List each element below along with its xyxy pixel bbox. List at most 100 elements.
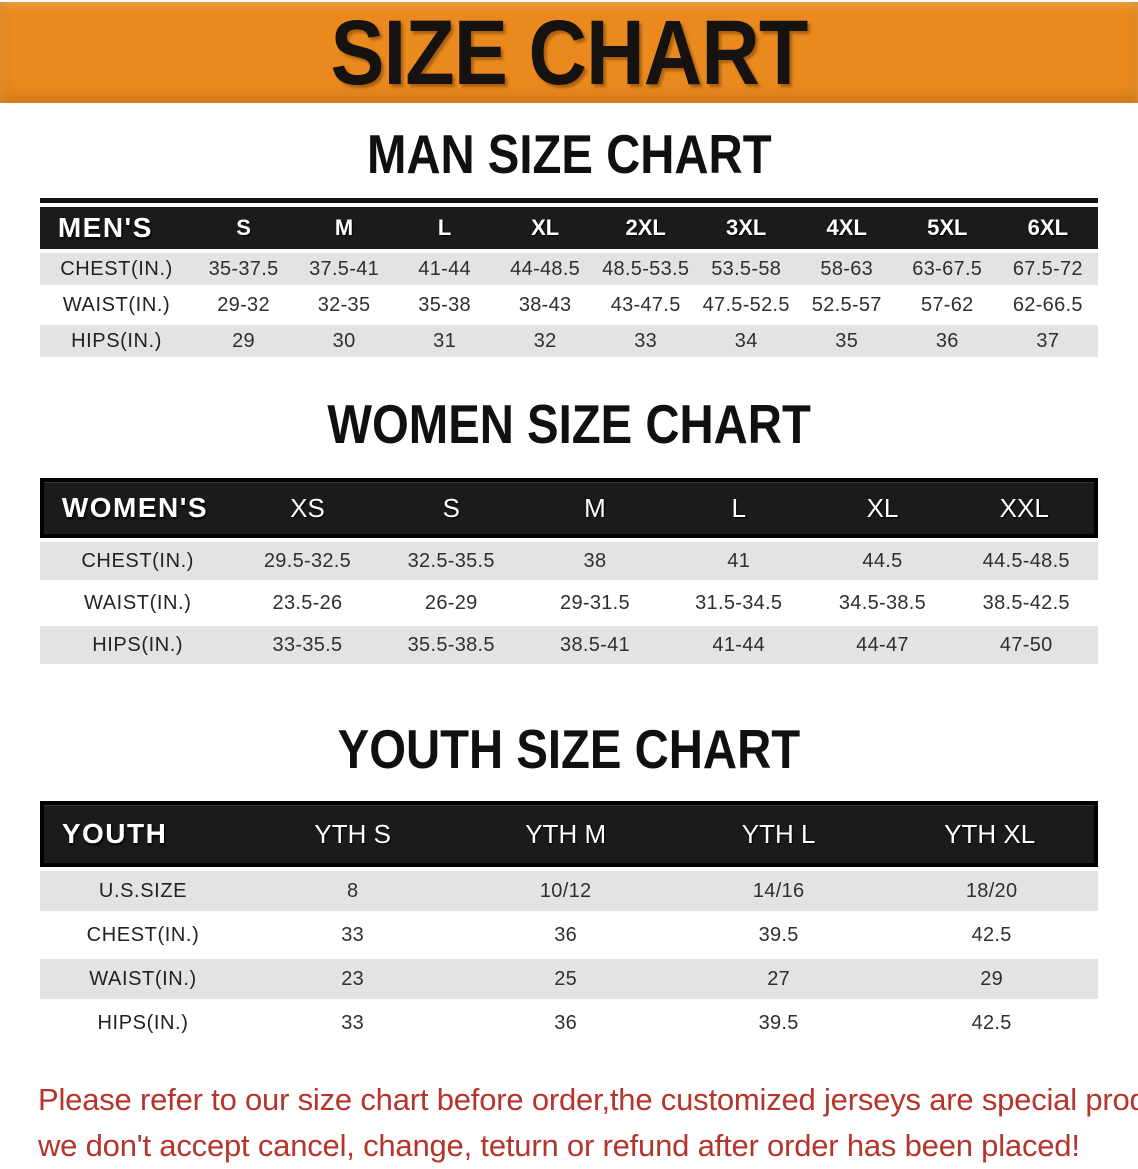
womens-column-header-xl: XL: [810, 478, 955, 538]
cell-value: 30: [332, 329, 356, 352]
cell-value: 26-29: [424, 591, 478, 614]
youth-row-waist-in: WAIST(IN.) 23 25 27 29: [39, 959, 1099, 999]
cell-value: 41-44: [418, 257, 471, 280]
cell-value: 47.5-52.5: [702, 293, 790, 316]
cell-value: 36: [554, 1011, 578, 1034]
cell-value: 44-48.5: [510, 257, 581, 280]
cell-value: 38.5-41: [560, 633, 630, 656]
youth-column-header-yth-xl: YTH XL: [885, 801, 1099, 867]
cell-value: 34.5-38.5: [838, 591, 927, 614]
cell-value: 48.5-53.5: [602, 257, 690, 280]
mens-size-chart-section: MAN SIZE CHART MEN'S S M L XL 2XL 3XL 4XL 5XL 6XL…: [0, 127, 1138, 361]
row-label: U.S.SIZE: [98, 879, 188, 902]
youth-column-header-yth-m: YTH M: [459, 801, 673, 867]
mens-column-header-6xl: 6XL: [997, 207, 1099, 249]
row-label: HIPS(IN.): [92, 633, 184, 656]
cell-value: 33-35.5: [272, 633, 343, 656]
mens-size-table: MEN'S S M L XL 2XL 3XL 4XL 5XL 6XL CHEST(IN.) 35-3…: [39, 203, 1099, 361]
cell-value: 41-44: [712, 633, 766, 656]
womens-row-waist-in: WAIST(IN.) 23.5-26 26-29 29-31.5 31.5-34.5 34…: [39, 584, 1099, 622]
cell-value: 58-63: [820, 257, 874, 280]
cell-value: 41: [727, 549, 751, 572]
cell-value: 44.5: [862, 549, 903, 572]
womens-section-heading: WOMEN SIZE CHART: [0, 397, 1138, 452]
cell-value: 23.5-26: [272, 591, 343, 614]
cell-value: 36: [935, 329, 959, 352]
mens-column-header-s: S: [193, 207, 294, 249]
cell-value: 37.5-41: [309, 257, 380, 280]
cell-value: 42.5: [971, 1011, 1012, 1034]
banner-title: SIZE CHART: [330, 1, 809, 104]
cell-value: 38: [583, 549, 607, 572]
row-label: CHEST(IN.): [81, 549, 195, 572]
youth-size-table: YOUTH YTH S YTH M YTH L YTH XL U.S.SIZE 8 10/1…: [39, 797, 1099, 1047]
cell-value: 35: [835, 329, 859, 352]
cell-value: 37: [1036, 329, 1060, 352]
youth-column-header-yth-l: YTH L: [672, 801, 886, 867]
mens-column-header-5xl: 5XL: [897, 207, 998, 249]
disclaimer-line-2: we don't accept cancel, change, teturn o…: [38, 1127, 1080, 1163]
mens-column-header-2xl: 2XL: [595, 207, 696, 249]
womens-column-header-xs: XS: [235, 478, 380, 538]
cell-value: 10/12: [539, 879, 592, 902]
cell-value: 8: [346, 879, 359, 902]
cell-value: 44-47: [856, 633, 909, 656]
cell-value: 63-67.5: [912, 257, 983, 280]
cell-value: 35.5-38.5: [407, 633, 495, 656]
mens-header-row: MEN'S S M L XL 2XL 3XL 4XL 5XL 6XL: [39, 207, 1099, 249]
mens-section-heading: MAN SIZE CHART: [0, 127, 1138, 182]
mens-row-chest-in: CHEST(IN.) 35-37.5 37.5-41 41-44 44-48.5 48.5…: [39, 253, 1099, 285]
cell-value: 32-35: [317, 293, 371, 316]
youth-section-heading-text: YOUTH SIZE CHART: [337, 718, 801, 780]
cell-value: 39.5: [758, 923, 799, 946]
mens-table-label: MEN'S: [39, 207, 194, 249]
row-label: WAIST(IN.): [89, 967, 197, 990]
mens-column-header-3xl: 3XL: [695, 207, 797, 249]
disclaimer-line-1: Please refer to our size chart before or…: [38, 1082, 1138, 1117]
womens-table-label: WOMEN'S: [39, 478, 236, 538]
cell-value: 43-47.5: [610, 293, 681, 316]
womens-column-header-m: M: [523, 478, 667, 538]
cell-value: 18/20: [965, 879, 1018, 902]
cell-value: 38-43: [518, 293, 572, 316]
disclaimer: Please refer to our size chart before or…: [0, 1077, 1138, 1169]
womens-section-heading-text: WOMEN SIZE CHART: [327, 393, 811, 455]
table-top-rule: [39, 198, 1099, 203]
cell-value: 29.5-32.5: [263, 549, 352, 572]
cell-value: 29: [980, 967, 1004, 990]
mens-column-header-m: M: [293, 207, 395, 249]
cell-value: 38.5-42.5: [982, 591, 1070, 614]
womens-column-header-xxl: XXL: [954, 478, 1099, 538]
cell-value: 67.5-72: [1012, 257, 1083, 280]
cell-value: 34: [734, 329, 758, 352]
mens-column-header-4xl: 4XL: [796, 207, 897, 249]
cell-value: 29: [232, 329, 255, 352]
womens-column-header-l: L: [666, 478, 811, 538]
row-label: WAIST(IN.): [62, 293, 171, 316]
youth-header-row: YOUTH YTH S YTH M YTH L YTH XL: [39, 801, 1099, 867]
cell-value: 33: [341, 923, 365, 946]
cell-value: 39.5: [758, 1011, 799, 1034]
row-label: CHEST(IN.): [86, 923, 200, 946]
cell-value: 29-31.5: [560, 591, 630, 614]
row-label: HIPS(IN.): [71, 329, 163, 352]
womens-size-table: WOMEN'S XS S M L XL XXL CHEST(IN.) 29.5-32.5 32.…: [39, 474, 1099, 668]
cell-value: 23: [341, 967, 365, 990]
cell-value: 33: [634, 329, 658, 352]
womens-row-hips-in: HIPS(IN.) 33-35.5 35.5-38.5 38.5-41 41-44 44-…: [39, 626, 1099, 664]
youth-table-label: YOUTH: [39, 801, 247, 867]
cell-value: 35-37.5: [208, 257, 279, 280]
cell-value: 14/16: [752, 879, 805, 902]
cell-value: 44.5-48.5: [982, 549, 1070, 572]
youth-row-u-s-size: U.S.SIZE 8 10/12 14/16 18/20: [39, 871, 1099, 911]
youth-column-header-yth-s: YTH S: [246, 801, 460, 867]
cell-value: 52.5-57: [811, 293, 882, 316]
row-label: WAIST(IN.): [83, 591, 192, 614]
cell-value: 33: [341, 1011, 365, 1034]
womens-column-header-s: S: [379, 478, 524, 538]
mens-section-heading-text: MAN SIZE CHART: [366, 123, 772, 185]
cell-value: 42.5: [971, 923, 1012, 946]
cell-value: 36: [554, 923, 578, 946]
cell-value: 32.5-35.5: [407, 549, 495, 572]
